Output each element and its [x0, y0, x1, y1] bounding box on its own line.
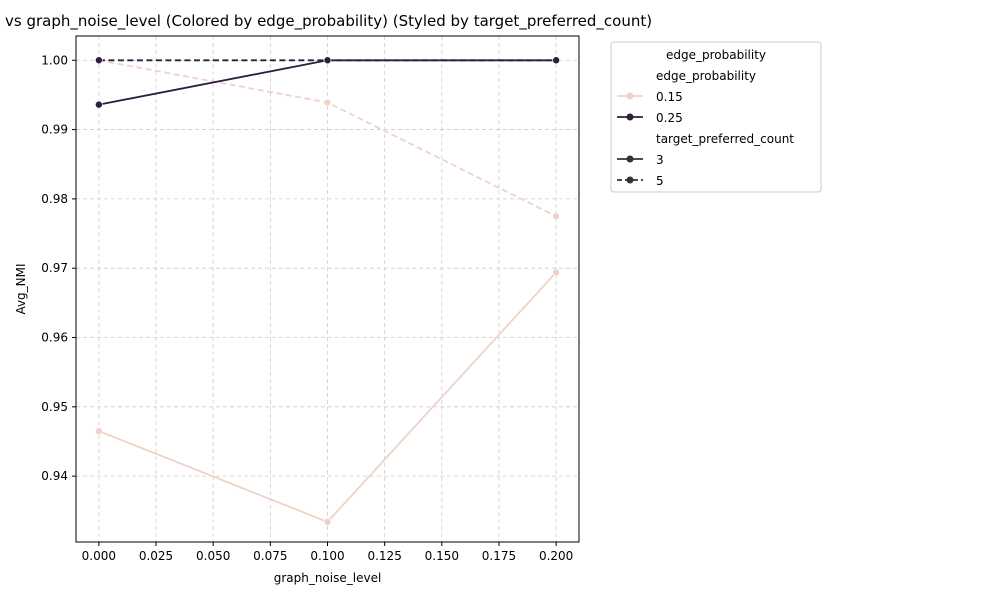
- legend-style-0-marker: [626, 155, 634, 163]
- x-tick-label: 0.200: [539, 549, 573, 563]
- x-ticks: 0.000 0.025 0.050 0.075 0.100 0.125 0.150 0.175…: [82, 542, 573, 563]
- legend-item-style-0: 3: [617, 153, 664, 167]
- data-point: [552, 56, 560, 65]
- y-tick-label: 0.94: [41, 469, 68, 483]
- data-point: [552, 268, 560, 277]
- legend-style-1-label: 5: [656, 174, 664, 188]
- series-layer: [95, 56, 560, 526]
- data-point: [95, 427, 103, 435]
- legend-style-0-label: 3: [656, 153, 664, 167]
- legend-hue-1-marker: [626, 113, 634, 121]
- legend: edge_probability edge_probability 0.15 0…: [610, 41, 822, 193]
- y-tick-label: 0.99: [41, 123, 68, 137]
- x-tick-label: 0.025: [139, 549, 173, 563]
- legend-item-hue-1: 0.25: [617, 111, 683, 125]
- y-ticks: 0.94 0.95 0.96 0.97 0.98 0.99 1.00: [41, 53, 76, 483]
- series-ep0.25-tpc5: [95, 56, 560, 65]
- y-tick-label: 0.98: [41, 192, 68, 206]
- legend-item-style-1: 5: [617, 174, 664, 188]
- legend-style-header: target_preferred_count: [656, 132, 794, 146]
- x-axis-label: graph_noise_level: [274, 571, 382, 585]
- y-tick-label: 0.97: [41, 261, 68, 275]
- legend-title: edge_probability: [666, 48, 766, 62]
- legend-hue-0-label: 0.15: [656, 90, 683, 104]
- y-axis-label: Avg_NMI: [14, 263, 28, 314]
- x-tick-label: 0.125: [367, 549, 401, 563]
- data-point: [95, 100, 103, 109]
- x-tick-label: 0.050: [196, 549, 230, 563]
- x-tick-label: 0.000: [82, 549, 116, 563]
- legend-hue-0-marker: [626, 92, 634, 100]
- data-point: [323, 98, 332, 107]
- chart-title: vs graph_noise_level (Colored by edge_pr…: [5, 12, 652, 31]
- x-tick-label: 0.100: [310, 549, 344, 563]
- x-tick-label: 0.075: [253, 549, 287, 563]
- legend-hue-header: edge_probability: [656, 69, 756, 83]
- y-tick-label: 1.00: [41, 53, 68, 67]
- plot-area: 0.000 0.025 0.050 0.075 0.100 0.125 0.150 0.175…: [41, 35, 580, 563]
- legend-hue-1-label: 0.25: [656, 111, 683, 125]
- legend-frame: [610, 41, 822, 193]
- data-point: [323, 518, 332, 526]
- data-point: [552, 212, 560, 221]
- legend-item-hue-0: 0.15: [617, 90, 683, 104]
- series-ep0.15-tpc3: [95, 268, 560, 526]
- grid: [76, 36, 579, 542]
- data-point: [95, 56, 103, 65]
- x-tick-label: 0.150: [425, 549, 459, 563]
- data-point: [323, 56, 332, 65]
- x-tick-label: 0.175: [482, 549, 516, 563]
- legend-style-1-marker: [626, 176, 634, 184]
- y-tick-label: 0.96: [41, 331, 68, 345]
- y-tick-label: 0.95: [41, 400, 68, 414]
